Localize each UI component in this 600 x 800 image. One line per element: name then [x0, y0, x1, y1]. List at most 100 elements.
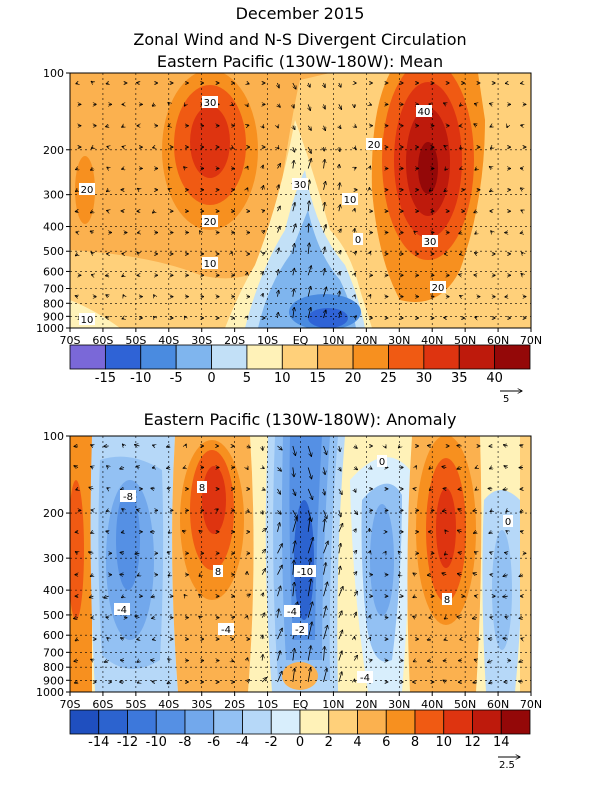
vector-arrow	[413, 661, 415, 662]
colorbar-swatch	[155, 709, 186, 735]
vector-arrow	[90, 466, 93, 467]
contour-label: -10	[297, 567, 313, 578]
vector-arrow	[185, 444, 186, 446]
contour-label: 20	[81, 185, 94, 196]
vector-arrow	[370, 660, 373, 661]
colorbar-label: 0	[207, 371, 215, 386]
vector-arrow	[122, 147, 124, 148]
vector-arrow	[262, 271, 263, 275]
vector-arrow	[199, 231, 200, 233]
colorbar-label: 10	[435, 735, 452, 750]
vector-arrow	[231, 661, 233, 662]
page-title: December 2015	[235, 4, 365, 23]
vector-arrow	[120, 467, 125, 469]
vector-arrow	[339, 510, 341, 517]
vector-arrow	[473, 510, 478, 511]
vector-arrow	[293, 560, 294, 575]
colorbar-label: 5	[243, 371, 251, 386]
vector-arrow	[354, 273, 355, 275]
anomaly-wind-field	[70, 436, 531, 692]
vector-arrow	[339, 566, 341, 575]
vector-arrow	[120, 660, 124, 661]
vector-arrow	[444, 639, 446, 640]
y-tick-label: 100	[43, 67, 64, 80]
vector-arrow	[137, 661, 139, 663]
vector-arrow	[460, 147, 462, 149]
vector-arrow	[182, 531, 185, 532]
x-tick-label: 30N	[388, 334, 410, 347]
vector-arrow	[339, 104, 342, 109]
vector-arrow	[429, 467, 431, 469]
vector-arrow	[262, 185, 263, 190]
x-tick-label: 20S	[224, 698, 245, 711]
vector-arrow	[277, 671, 282, 683]
vector-arrow	[416, 466, 417, 468]
vector-arrow	[277, 206, 280, 212]
vector-arrow	[339, 543, 341, 554]
vector-arrow	[473, 532, 477, 533]
colorbar-swatch	[281, 344, 319, 370]
vector-arrow	[90, 575, 93, 577]
vector-arrow	[307, 622, 312, 640]
vector-arrow	[74, 682, 78, 683]
anomaly-contour-band	[370, 504, 394, 616]
vector-arrow	[293, 668, 295, 683]
vector-arrow	[122, 168, 125, 169]
vector-arrow	[354, 228, 355, 233]
vector-arrow	[460, 104, 462, 106]
anomaly-x-axis: 70S 60S 50S 40S 30S 20S 10S EQ 10N 20N 30N 40N 50N 60…	[60, 436, 542, 711]
mean-contour-band	[418, 142, 438, 194]
vector-arrow	[90, 211, 93, 213]
vector-arrow	[167, 488, 170, 489]
vector-arrow	[73, 618, 79, 619]
vector-arrow	[354, 295, 355, 297]
colorbar-swatch	[69, 709, 100, 735]
vector-arrow	[261, 678, 266, 683]
vector-arrow	[474, 659, 477, 660]
vector-arrow	[292, 82, 296, 89]
contour-label-box	[218, 623, 234, 635]
vector-arrow	[74, 661, 79, 662]
vector-arrow	[247, 680, 250, 682]
vector-arrow	[457, 617, 462, 618]
vector-arrow	[168, 189, 170, 190]
vector-arrow	[445, 530, 446, 532]
vector-arrow	[277, 147, 278, 149]
vector-arrow	[520, 445, 523, 446]
vector-arrow	[277, 445, 282, 450]
colorbar-label: -10	[130, 371, 151, 386]
contour-label: 30	[294, 180, 307, 191]
vector-arrow	[107, 146, 109, 147]
vector-arrow	[324, 247, 325, 254]
vector-arrow	[277, 628, 282, 640]
vector-arrow	[504, 466, 508, 468]
vector-arrow	[166, 467, 170, 468]
contour-label: 10	[204, 259, 217, 270]
vector-arrow	[152, 681, 155, 682]
vector-arrow	[474, 552, 477, 554]
vector-arrow	[458, 552, 462, 553]
vector-arrow	[168, 126, 170, 127]
colorbar-label: -12	[117, 735, 138, 750]
x-tick-label: 70N	[520, 698, 542, 711]
vector-arrow	[519, 661, 524, 663]
colorbar-swatch	[328, 709, 358, 735]
vector-arrow	[339, 311, 341, 319]
vector-arrow	[338, 630, 343, 640]
x-tick-label: 70S	[60, 698, 81, 711]
vector-arrow	[135, 553, 140, 554]
vector-arrow	[489, 166, 492, 168]
vector-arrow	[385, 551, 386, 553]
mean-reference-vector-label: 5	[503, 394, 509, 405]
vector-arrow	[183, 467, 185, 468]
vector-arrow	[154, 295, 155, 297]
vector-arrow	[168, 575, 170, 576]
vector-arrow	[490, 552, 493, 553]
colorbar-swatch	[388, 344, 425, 370]
vector-arrow	[370, 295, 371, 297]
vector-arrow	[308, 201, 309, 212]
vector-arrow	[490, 617, 493, 618]
vector-arrow	[107, 638, 109, 640]
vector-arrow	[338, 488, 342, 495]
